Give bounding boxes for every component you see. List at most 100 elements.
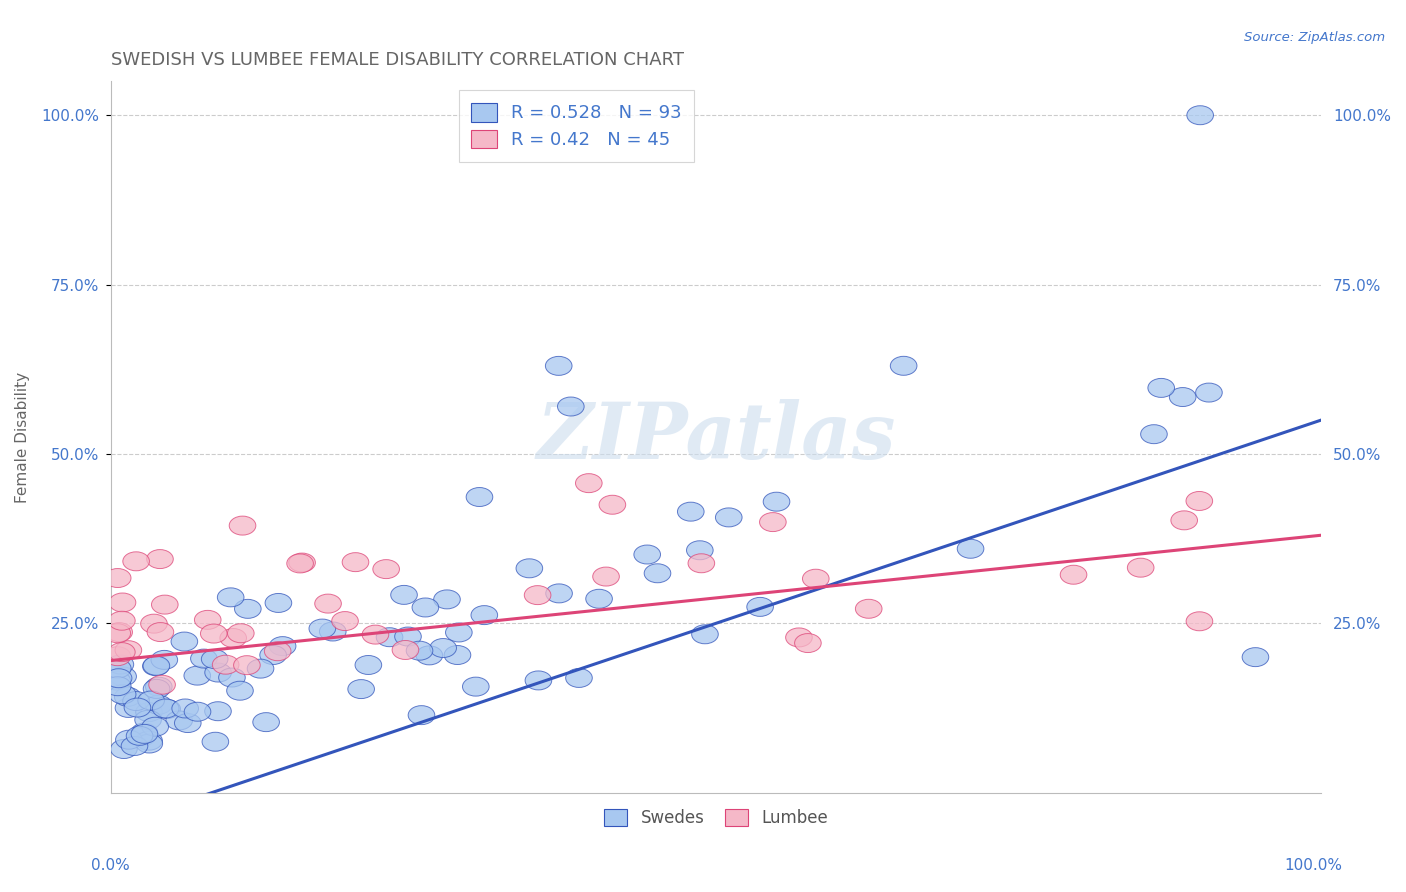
Ellipse shape (363, 625, 388, 644)
Ellipse shape (104, 659, 131, 678)
Ellipse shape (184, 666, 211, 685)
Ellipse shape (153, 699, 180, 719)
Ellipse shape (315, 594, 342, 613)
Ellipse shape (108, 611, 135, 631)
Ellipse shape (212, 656, 239, 674)
Ellipse shape (599, 495, 626, 514)
Ellipse shape (226, 681, 253, 700)
Ellipse shape (1187, 612, 1213, 631)
Ellipse shape (228, 624, 254, 643)
Ellipse shape (634, 545, 661, 564)
Ellipse shape (688, 554, 714, 573)
Ellipse shape (392, 640, 419, 659)
Ellipse shape (759, 513, 786, 532)
Ellipse shape (1187, 491, 1212, 510)
Ellipse shape (408, 706, 434, 724)
Ellipse shape (377, 628, 404, 647)
Ellipse shape (855, 599, 882, 618)
Ellipse shape (138, 691, 165, 710)
Ellipse shape (1241, 648, 1268, 666)
Ellipse shape (747, 598, 773, 616)
Ellipse shape (686, 541, 713, 560)
Ellipse shape (444, 646, 471, 665)
Ellipse shape (122, 691, 149, 711)
Ellipse shape (463, 677, 489, 696)
Ellipse shape (692, 624, 718, 644)
Ellipse shape (148, 623, 174, 641)
Ellipse shape (191, 649, 217, 668)
Ellipse shape (108, 642, 135, 662)
Ellipse shape (104, 624, 131, 643)
Ellipse shape (516, 558, 543, 578)
Ellipse shape (135, 710, 162, 730)
Ellipse shape (565, 668, 592, 688)
Ellipse shape (356, 656, 381, 674)
Ellipse shape (309, 619, 336, 638)
Ellipse shape (105, 669, 132, 688)
Ellipse shape (467, 488, 492, 507)
Ellipse shape (406, 641, 433, 660)
Ellipse shape (644, 564, 671, 582)
Ellipse shape (184, 702, 211, 722)
Ellipse shape (104, 647, 131, 665)
Ellipse shape (575, 474, 602, 492)
Ellipse shape (1128, 558, 1154, 577)
Ellipse shape (172, 699, 198, 718)
Ellipse shape (143, 657, 170, 675)
Ellipse shape (110, 667, 136, 686)
Ellipse shape (763, 492, 790, 511)
Ellipse shape (202, 732, 229, 751)
Text: 0.0%: 0.0% (91, 858, 131, 872)
Ellipse shape (142, 657, 169, 675)
Ellipse shape (678, 502, 704, 521)
Ellipse shape (786, 628, 813, 647)
Ellipse shape (142, 717, 169, 736)
Y-axis label: Female Disability: Female Disability (15, 371, 30, 502)
Ellipse shape (136, 734, 163, 753)
Ellipse shape (430, 639, 457, 657)
Ellipse shape (201, 624, 228, 643)
Ellipse shape (107, 655, 134, 674)
Ellipse shape (124, 698, 150, 717)
Ellipse shape (143, 680, 170, 698)
Ellipse shape (416, 646, 443, 665)
Ellipse shape (205, 702, 232, 721)
Ellipse shape (150, 650, 177, 669)
Ellipse shape (433, 590, 460, 609)
Ellipse shape (145, 677, 172, 696)
Ellipse shape (115, 698, 142, 717)
Ellipse shape (110, 685, 136, 704)
Ellipse shape (1147, 378, 1174, 397)
Ellipse shape (131, 723, 157, 742)
Ellipse shape (1195, 383, 1222, 402)
Text: SWEDISH VS LUMBEE FEMALE DISABILITY CORRELATION CHART: SWEDISH VS LUMBEE FEMALE DISABILITY CORR… (111, 51, 683, 69)
Ellipse shape (219, 629, 246, 648)
Ellipse shape (287, 554, 314, 573)
Ellipse shape (122, 552, 149, 571)
Ellipse shape (194, 610, 221, 630)
Ellipse shape (104, 568, 131, 588)
Ellipse shape (593, 567, 620, 586)
Ellipse shape (332, 612, 359, 631)
Ellipse shape (546, 357, 572, 376)
Ellipse shape (218, 588, 245, 607)
Ellipse shape (446, 623, 472, 642)
Ellipse shape (1187, 106, 1213, 125)
Ellipse shape (110, 593, 136, 612)
Ellipse shape (266, 593, 291, 613)
Ellipse shape (127, 726, 153, 746)
Ellipse shape (105, 623, 132, 641)
Ellipse shape (166, 711, 193, 730)
Ellipse shape (586, 590, 613, 608)
Text: ZIPatlas: ZIPatlas (536, 399, 896, 475)
Text: Source: ZipAtlas.com: Source: ZipAtlas.com (1244, 31, 1385, 45)
Ellipse shape (136, 731, 162, 750)
Ellipse shape (104, 671, 131, 690)
Ellipse shape (172, 632, 198, 651)
Ellipse shape (141, 615, 167, 633)
Ellipse shape (957, 540, 984, 558)
Legend: Swedes, Lumbee: Swedes, Lumbee (598, 803, 835, 834)
Ellipse shape (1170, 387, 1197, 407)
Ellipse shape (145, 695, 172, 714)
Ellipse shape (152, 699, 179, 718)
